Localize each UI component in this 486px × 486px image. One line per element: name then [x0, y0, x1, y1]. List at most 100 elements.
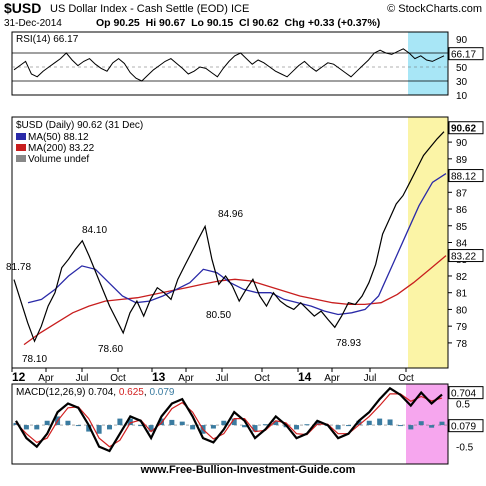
ma50-value-label: 88.12: [451, 172, 476, 183]
macd-histogram-bar: [397, 425, 403, 427]
macd-histogram-bar: [107, 425, 113, 430]
macd-hist-value-label-box: [448, 419, 484, 433]
price-legend-swatch: [16, 155, 26, 162]
macd-histogram-bar: [387, 419, 393, 426]
date-axis: 12 Apr Jul Oct 13 Apr Jul Oct 14 Apr Jul Oct: [11, 368, 414, 384]
date-axis-label: Jul: [364, 373, 377, 384]
macd-histogram-bar: [366, 420, 372, 426]
rsi-highlight: [408, 32, 448, 95]
macd-histogram-bar: [179, 421, 185, 426]
price-tick: 84: [456, 239, 468, 250]
date-axis-label: Apr: [324, 373, 340, 384]
macd-histogram-bar: [252, 425, 258, 432]
macd-histogram-bar: [75, 425, 81, 427]
price-tick: 86: [456, 205, 468, 216]
date-axis-label: Oct: [254, 373, 270, 384]
price-legend-swatch: [16, 144, 26, 151]
macd-histogram-bar: [65, 420, 71, 426]
macd-histogram-bar: [138, 425, 144, 427]
macd-histogram-bar: [304, 424, 310, 426]
price-annotation: 80.50: [206, 310, 231, 321]
macd-histogram-bar: [345, 425, 351, 427]
price-tick: 80: [456, 305, 468, 316]
date-axis-label: Oct: [110, 373, 126, 384]
price-value-label-box: [448, 121, 484, 135]
price-legend-entry: Volume undef: [28, 154, 89, 165]
macd-histogram-bar: [408, 425, 414, 430]
macd-legend-part: ,: [144, 387, 150, 398]
macd-histogram-bar: [273, 420, 279, 426]
macd-line: [15, 386, 443, 453]
macd-value-label: 0.704: [451, 389, 476, 400]
rsi-legend-bg: [13, 33, 113, 44]
date-axis-label: 12: [12, 370, 26, 384]
macd-signal-line: [15, 393, 443, 448]
macd-histogram-bar: [294, 425, 300, 430]
macd-histogram-bar: [44, 420, 50, 426]
quote-line: Op 90.25 Hi 90.67 Lo 90.15 Cl 90.62 Chg …: [96, 17, 380, 29]
date-axis-label: Jul: [76, 373, 89, 384]
macd-frame: [11, 383, 449, 465]
ticker: $USD: [4, 0, 41, 16]
macd-histogram-bar: [242, 425, 248, 428]
macd-histogram-bar: [148, 425, 154, 432]
rsi-line: [13, 48, 445, 82]
ma50-line: [27, 173, 447, 316]
rsi-tick: 50: [456, 63, 468, 74]
ma200-value-label-box: [448, 249, 484, 263]
macd-histogram-bar: [127, 418, 133, 426]
macd-histogram-bar: [377, 418, 383, 426]
date-axis-label: Jul: [216, 373, 229, 384]
macd-histogram-bar: [23, 425, 29, 430]
price-annotation: 78.10: [22, 354, 47, 365]
price-tick: 82: [456, 272, 468, 283]
macd-histogram-bar: [429, 425, 435, 428]
macd-tick: 0.5: [456, 399, 470, 410]
date-axis-label: Apr: [38, 373, 54, 384]
date-axis-label: Apr: [178, 373, 194, 384]
price-annotation: 84.96: [218, 209, 243, 220]
price-tick: 87: [456, 188, 468, 199]
price-legend-swatch: [16, 133, 26, 140]
watermark: © StockCharts.com: [387, 3, 482, 15]
macd-legend-part: MACD(12,26,9): [16, 387, 88, 398]
macd-tick: -0.5: [456, 443, 474, 454]
price-tick: 81: [456, 289, 468, 300]
macd-histogram-bar: [418, 421, 424, 426]
macd-histogram-bar: [262, 424, 268, 426]
macd-legend: MACD(12,26,9) 0.704, 0.625, 0.079: [16, 387, 175, 398]
macd-histogram-bar: [314, 421, 320, 426]
macd-histogram-bar: [13, 422, 19, 426]
price-tick: 85: [456, 222, 468, 233]
price-annotation: 81.78: [6, 262, 31, 273]
rsi-value-label-box: [448, 47, 484, 61]
macd-histogram-bar: [335, 425, 341, 430]
price-legend-entry: MA(200) 83.22: [28, 143, 95, 154]
macd-legend-part: 0.704,: [88, 387, 119, 398]
price-panel: 90898887868584838281807978$USD (Daily) 9…: [6, 116, 484, 369]
date-axis-label: 14: [298, 370, 312, 384]
macd-hist-value-label: 0.079: [451, 422, 476, 433]
rsi-tick: 30: [456, 77, 468, 88]
site-watermark: www.Free-Bullion-Investment-Guide.com: [140, 464, 356, 476]
ma200-value-label: 83.22: [451, 252, 476, 263]
price-tick: 89: [456, 155, 468, 166]
rsi-legend: RSI(14) 66.17: [16, 34, 79, 45]
macd-histogram-bar: [231, 418, 237, 426]
macd-histogram-bar: [86, 425, 92, 432]
macd-histogram-bar: [356, 420, 362, 426]
price-annotation: 84.10: [82, 225, 107, 236]
macd-histogram-bar: [169, 419, 175, 426]
macd-histogram-bar: [190, 425, 196, 430]
date-axis-label: 13: [152, 370, 166, 384]
ma200-line: [23, 255, 447, 346]
macd-legend-part: 0.625: [119, 387, 144, 398]
macd-histogram-bar: [221, 420, 227, 426]
price-title: $USD (Daily) 90.62 (31 Dec): [16, 120, 143, 131]
macd-histogram-bar: [96, 425, 102, 434]
macd-legend-part: 0.079: [149, 387, 174, 398]
price-tick: 90: [456, 138, 468, 149]
macd-histogram-bar: [439, 421, 445, 426]
